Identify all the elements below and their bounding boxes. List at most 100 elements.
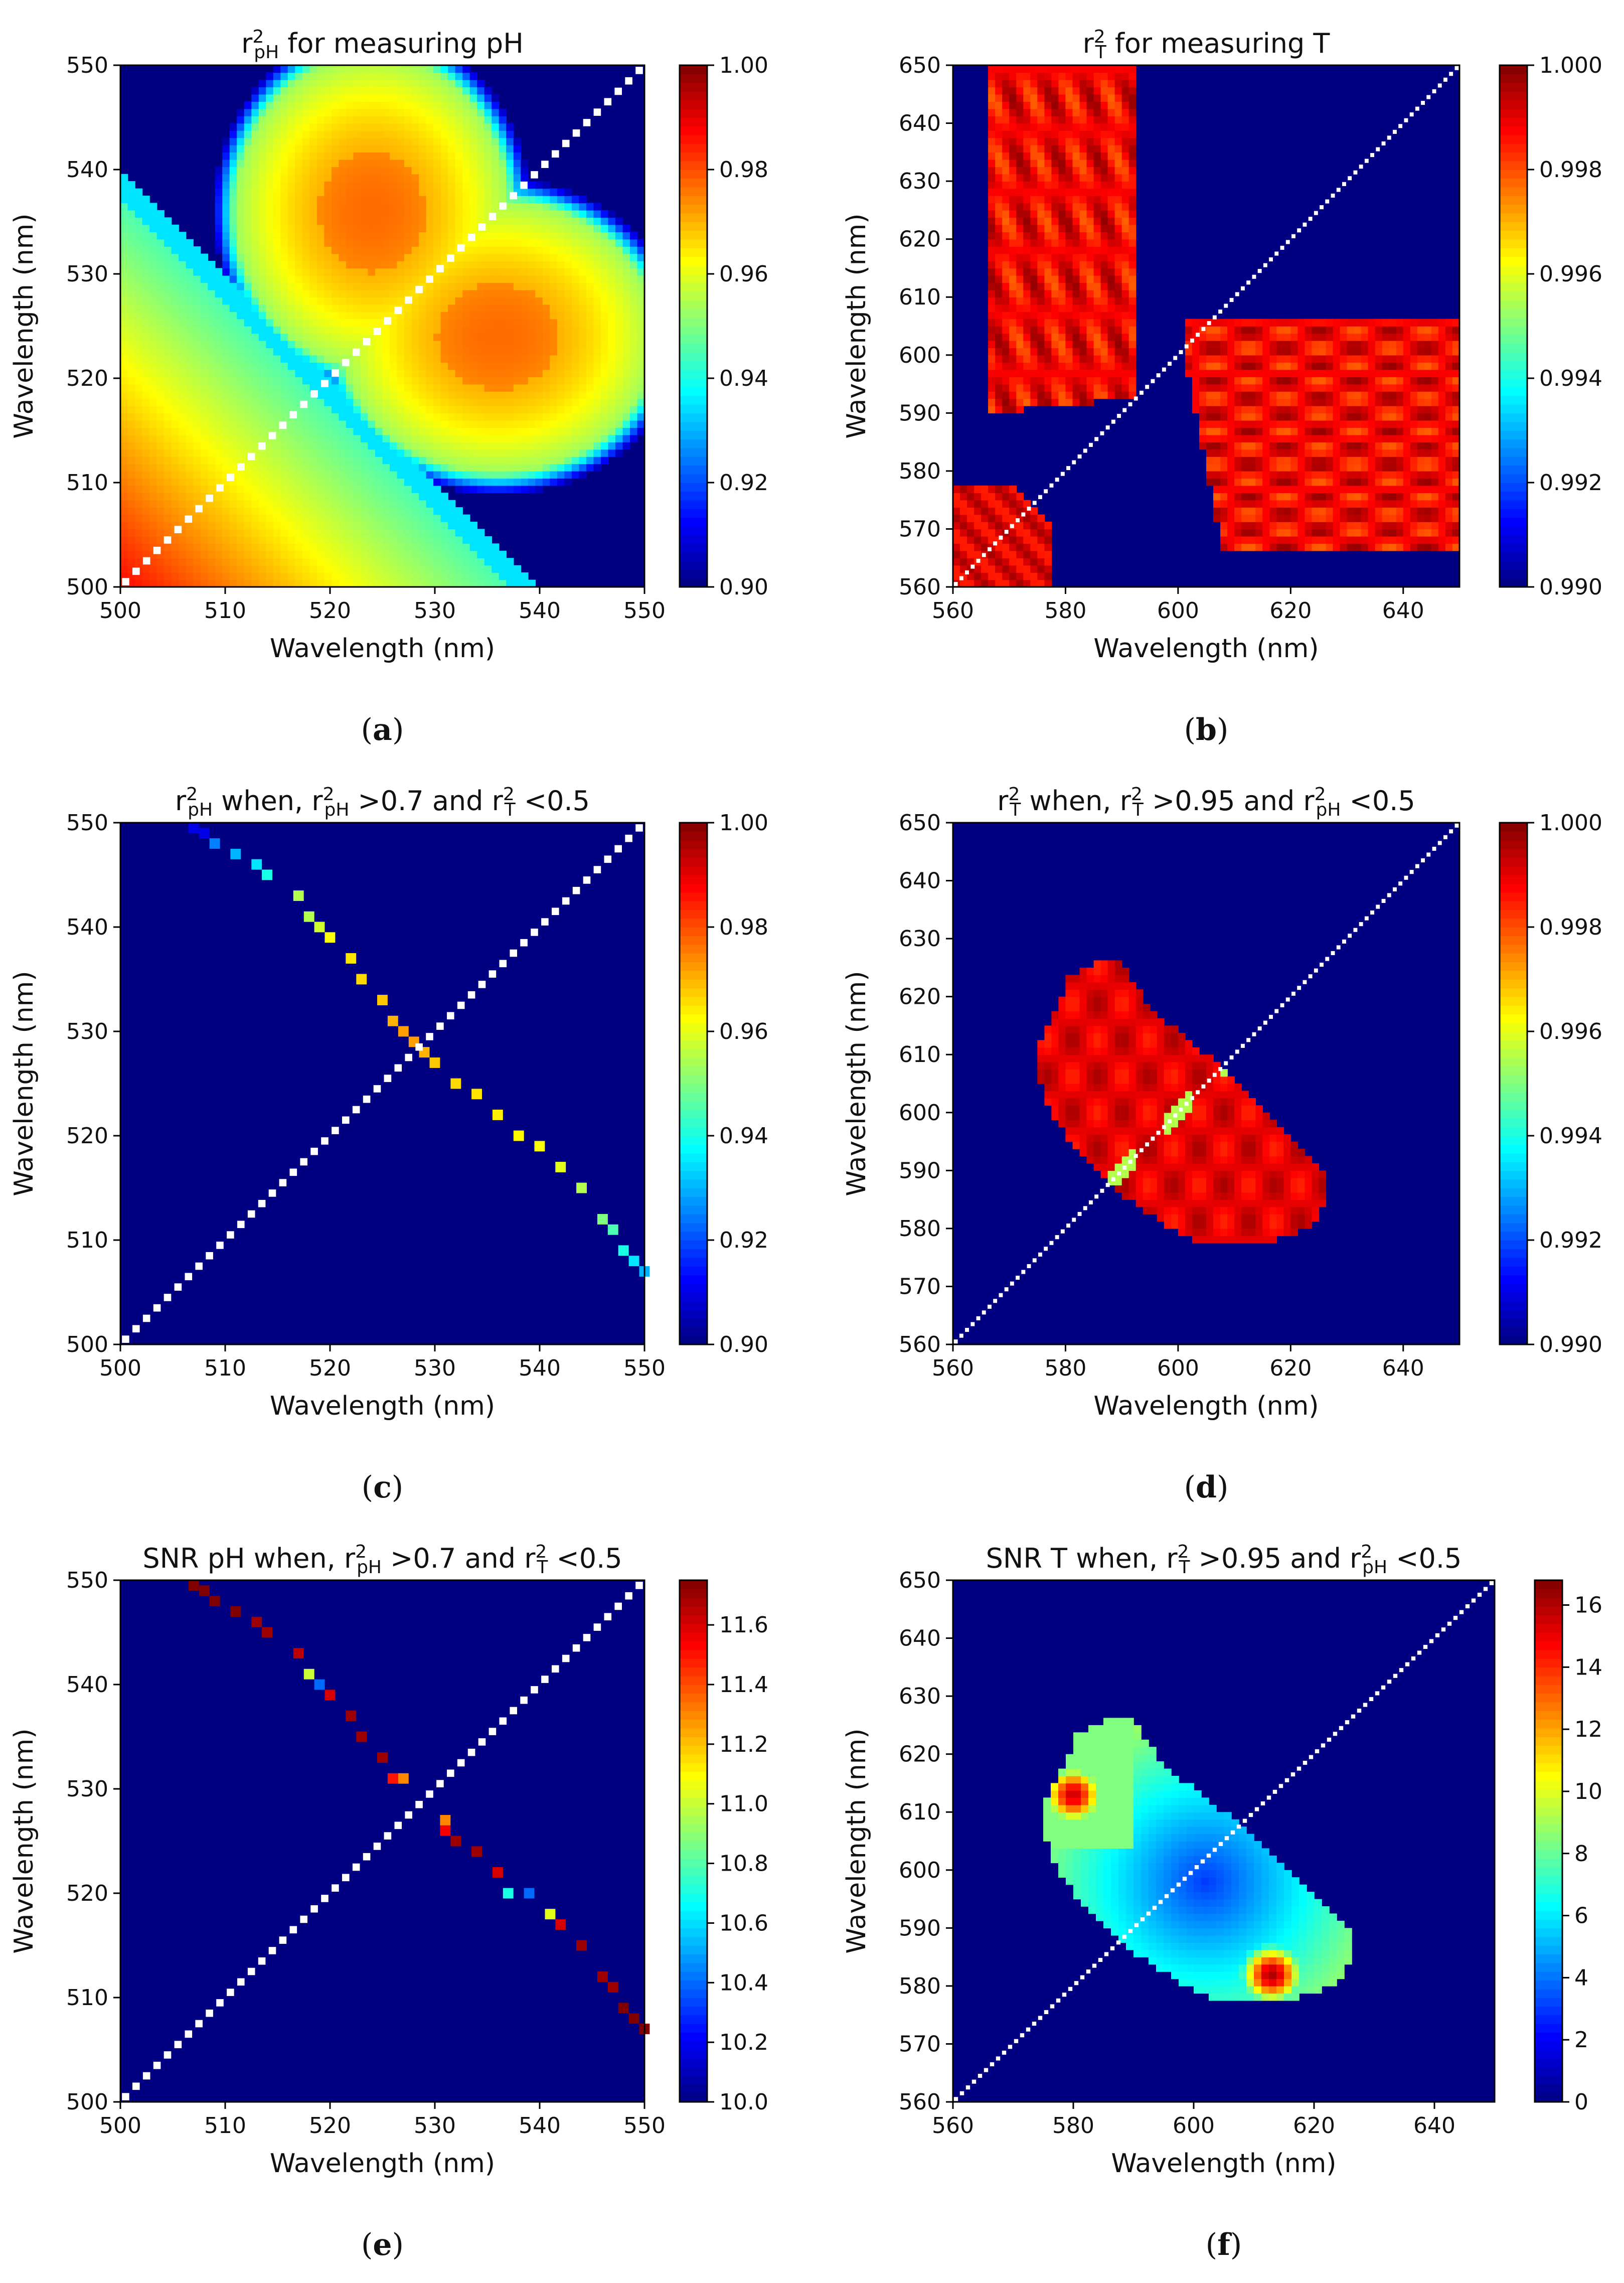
heat-cell — [200, 268, 208, 276]
heat-cell — [302, 275, 310, 283]
heat-cell — [600, 405, 609, 414]
heat-cell — [346, 72, 354, 80]
heat-cell — [462, 94, 470, 102]
heat-cell — [484, 348, 492, 356]
heat-cell — [492, 253, 500, 261]
heat-cell — [528, 319, 536, 327]
heat-cell — [316, 268, 325, 276]
heat-cell — [1016, 108, 1024, 116]
heat-cell — [550, 282, 558, 290]
heat-cell — [186, 384, 194, 392]
heat-cell — [506, 348, 514, 356]
heat-cell — [179, 304, 187, 312]
heat-cell — [995, 565, 1003, 573]
heat-cell — [477, 558, 485, 566]
heat-cell — [346, 572, 354, 580]
heat-cell — [164, 398, 172, 406]
heat-cell — [368, 391, 376, 399]
heat-cell — [368, 558, 376, 566]
heat-cell — [1023, 348, 1031, 356]
heat-cell — [1016, 116, 1024, 124]
heat-cell — [440, 174, 448, 182]
heat-cell — [426, 297, 434, 305]
heat-cell — [135, 196, 143, 204]
heat-cell — [397, 174, 405, 182]
heat-cell — [368, 464, 376, 472]
heat-cell — [179, 333, 187, 341]
heat-cell — [469, 261, 477, 269]
heat-cell — [382, 297, 390, 305]
diagonal-marker — [332, 369, 339, 377]
heat-cell — [186, 362, 194, 370]
heat-cell — [630, 340, 638, 349]
colorbar-segment — [680, 65, 707, 75]
heat-cell — [440, 210, 448, 218]
heat-cell — [1002, 398, 1010, 406]
diagonal-marker — [593, 108, 601, 116]
heat-cell — [411, 384, 419, 392]
heat-cell — [419, 449, 427, 457]
heat-cell — [411, 348, 419, 356]
heat-cell — [156, 369, 165, 377]
heat-cell — [186, 333, 194, 341]
heat-cell — [142, 543, 150, 551]
heat-cell — [426, 253, 434, 261]
heat-cell — [316, 405, 325, 414]
heat-cell — [353, 377, 361, 385]
heat-cell — [156, 289, 165, 297]
heat-cell — [535, 319, 543, 327]
heat-cell — [506, 398, 514, 406]
heat-cell — [535, 442, 543, 450]
heat-cell — [564, 239, 572, 247]
heat-cell — [309, 405, 317, 414]
heat-cell — [564, 377, 572, 385]
heat-cell — [404, 333, 412, 341]
heat-cell — [484, 449, 492, 457]
heat-cell — [586, 282, 594, 290]
heat-cell — [375, 275, 383, 283]
heat-cell — [448, 434, 456, 442]
heat-cell — [280, 413, 288, 421]
heat-cell — [981, 579, 989, 587]
heat-cell — [222, 167, 230, 175]
heat-cell — [988, 362, 996, 370]
heat-cell — [492, 572, 500, 580]
heat-cell — [237, 493, 245, 501]
heat-cell — [477, 239, 485, 247]
heat-cell — [258, 130, 267, 138]
heat-cell — [324, 333, 332, 341]
heat-cell — [120, 312, 128, 320]
heat-cell — [564, 464, 572, 472]
heat-cell — [615, 275, 623, 283]
heat-cell — [273, 87, 281, 95]
heat-cell — [1030, 398, 1038, 406]
heat-cell — [608, 420, 616, 428]
heat-cell — [309, 500, 317, 508]
heat-cell — [506, 442, 514, 450]
heat-cell — [215, 210, 223, 218]
heat-cell — [229, 579, 237, 587]
heat-cell — [448, 558, 456, 566]
heat-cell — [200, 297, 208, 305]
heat-cell — [273, 507, 281, 515]
heat-cell — [1030, 159, 1038, 167]
heat-cell — [368, 427, 376, 435]
heat-cell — [302, 312, 310, 320]
heat-cell — [1037, 312, 1045, 320]
heat-cell — [404, 478, 412, 486]
diagonal-marker — [457, 244, 465, 252]
heat-cell — [208, 456, 216, 465]
heat-cell — [571, 253, 580, 261]
heat-cell — [251, 217, 259, 225]
heat-cell — [1009, 181, 1017, 189]
heat-cell — [295, 79, 303, 88]
heat-cell — [156, 333, 165, 341]
heat-cell — [375, 174, 383, 182]
heat-cell — [266, 319, 274, 327]
heat-cell — [244, 123, 252, 131]
heat-cell — [273, 326, 281, 334]
heat-cell — [208, 297, 216, 305]
heat-cell — [215, 478, 223, 486]
heat-cell — [411, 116, 419, 124]
heat-cell — [419, 174, 427, 182]
